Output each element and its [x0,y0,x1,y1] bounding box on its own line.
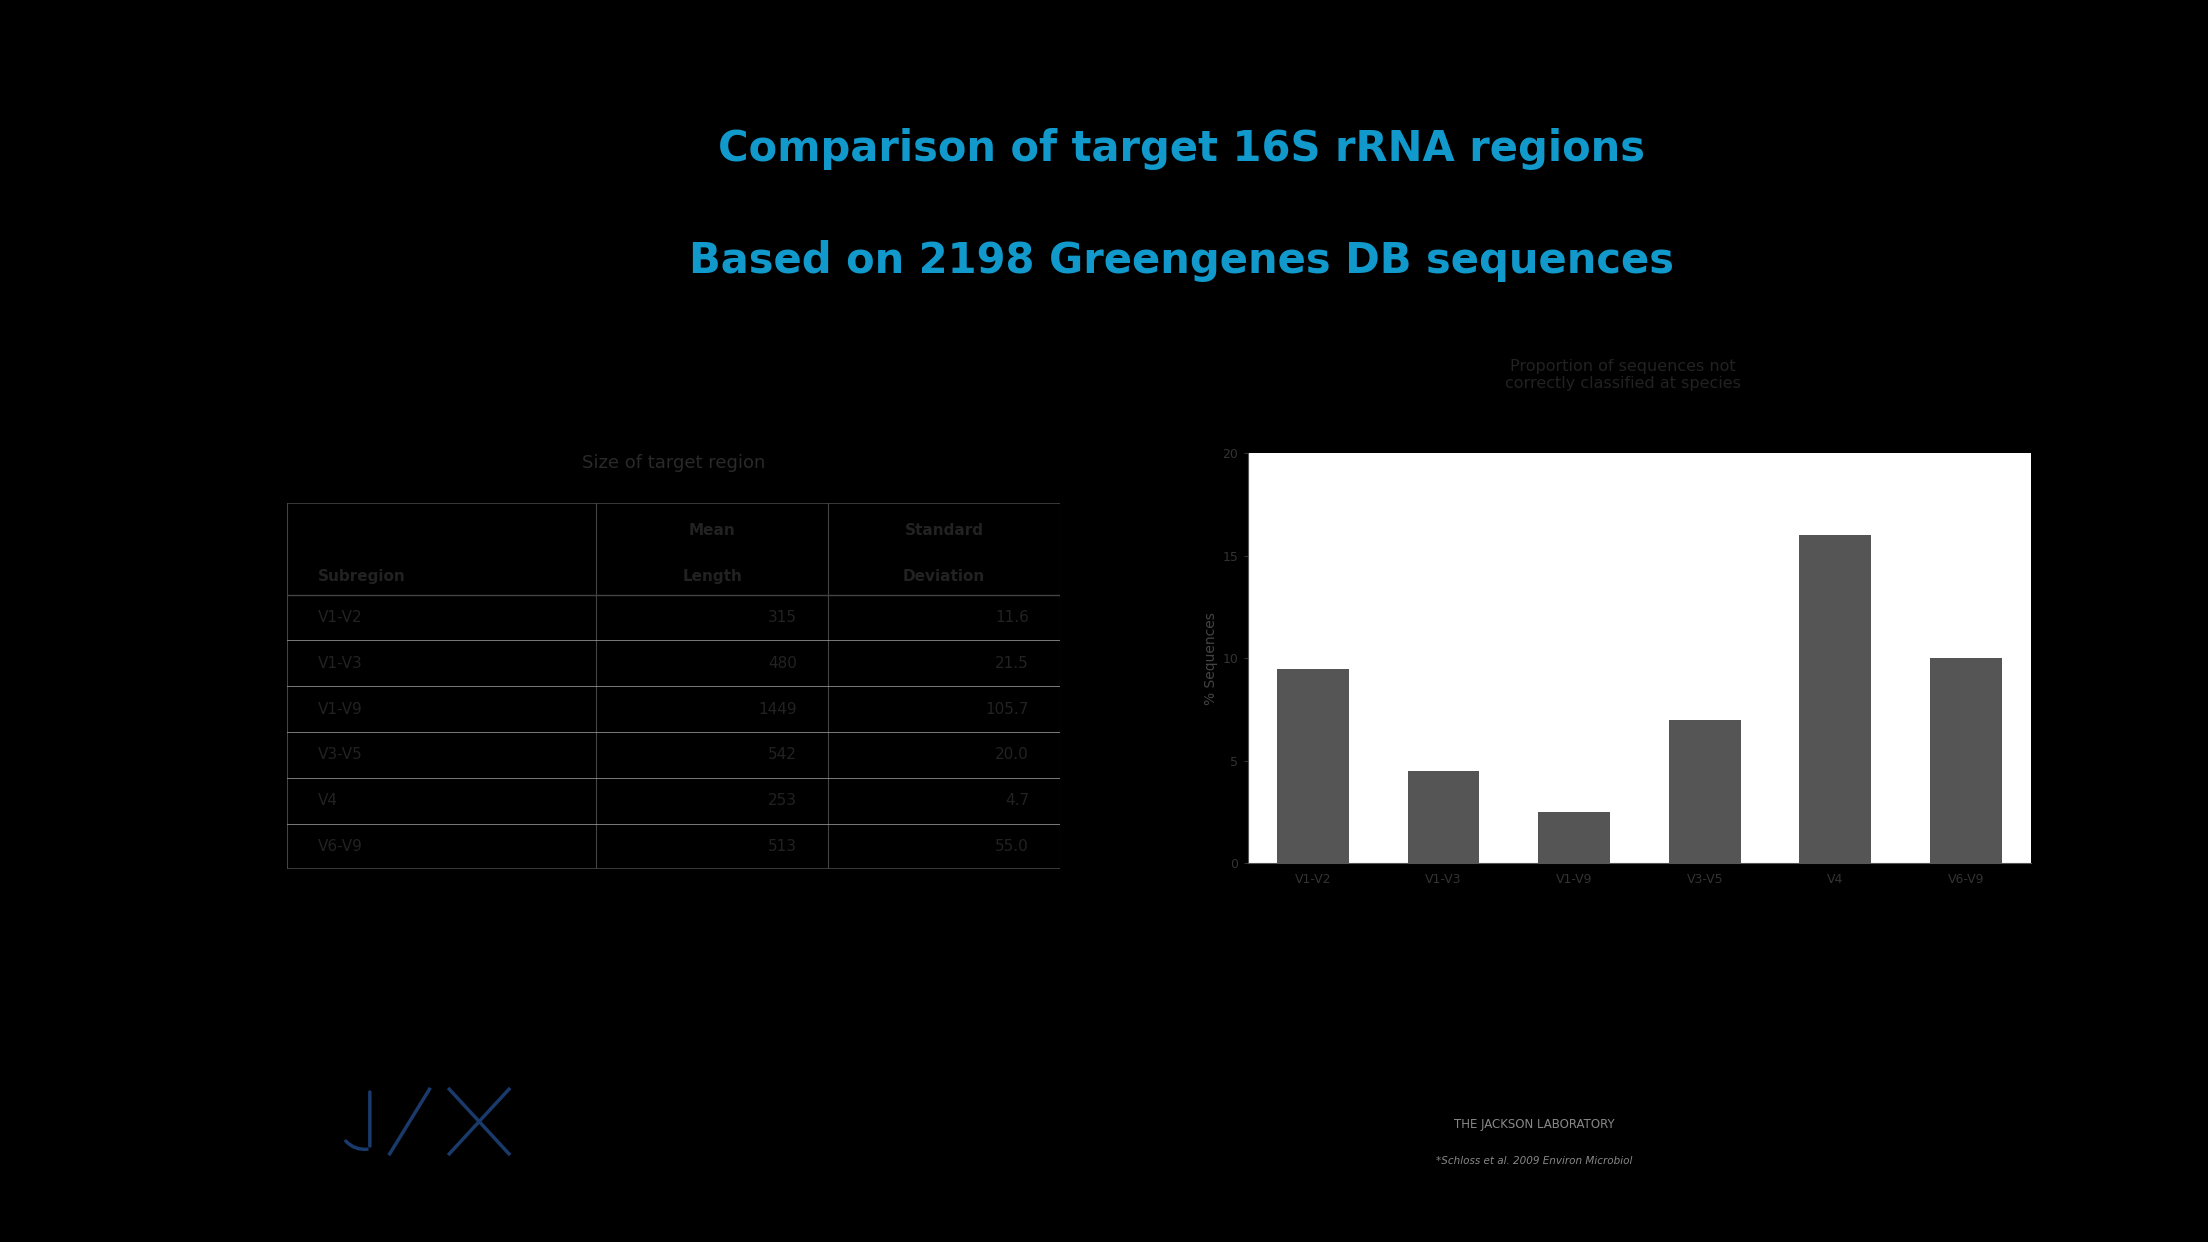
Text: Mean: Mean [689,523,735,538]
Text: Proportion of sequences not
correctly classified at species: Proportion of sequences not correctly cl… [1506,359,1740,391]
Text: 4.7: 4.7 [1005,794,1029,809]
Bar [1276,668,1349,863]
Text: Length: Length [682,569,742,584]
Text: Size of target region: Size of target region [581,453,766,472]
Text: 513: 513 [768,840,797,854]
Text: 21.5: 21.5 [996,656,1029,671]
Text: Standard: Standard [905,523,983,538]
Text: *Schloss et al. 2009 Environ Microbiol: *Schloss et al. 2009 Environ Microbiol [1437,1156,1632,1166]
Text: V1-V3: V1-V3 [318,656,362,671]
Text: V1-V9: V1-V9 [318,702,362,717]
Bar [1930,658,2003,863]
Text: Comparison of target 16S rRNA regions: Comparison of target 16S rRNA regions [718,128,1645,170]
Bar [1539,812,1610,863]
Text: V4: V4 [318,794,338,809]
Text: V1-V2: V1-V2 [318,610,362,625]
Text: 1449: 1449 [760,702,797,717]
Text: 55.0: 55.0 [996,840,1029,854]
Text: V6-V9: V6-V9 [318,840,362,854]
Text: 315: 315 [768,610,797,625]
Text: 253: 253 [768,794,797,809]
Bar [1406,771,1479,863]
Text: Subregion: Subregion [318,569,406,584]
Y-axis label: % Sequences: % Sequences [1203,612,1219,704]
Bar [1669,720,1740,863]
Text: 11.6: 11.6 [996,610,1029,625]
Text: Based on 2198 Greengenes DB sequences: Based on 2198 Greengenes DB sequences [689,240,1674,282]
Text: 105.7: 105.7 [985,702,1029,717]
Text: V3-V5: V3-V5 [318,748,362,763]
Text: Deviation: Deviation [903,569,985,584]
Bar [1800,535,1872,863]
Text: THE JACKSON LABORATORY: THE JACKSON LABORATORY [1455,1118,1614,1130]
Text: 480: 480 [768,656,797,671]
Text: 20.0: 20.0 [996,748,1029,763]
Text: 542: 542 [768,748,797,763]
